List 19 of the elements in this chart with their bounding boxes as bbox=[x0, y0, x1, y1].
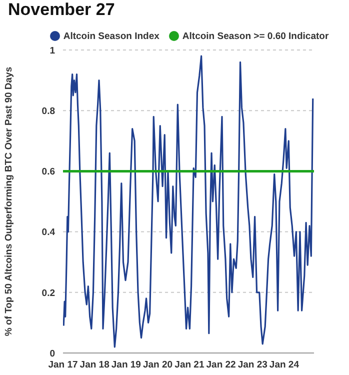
y-tick-label: 0.6 bbox=[42, 166, 55, 178]
y-tick-label: 0.4 bbox=[42, 227, 56, 238]
legend-label: Altcoin Season >= 0.60 Indicator bbox=[181, 30, 329, 42]
legend-label: Altcoin Season Index bbox=[62, 30, 160, 42]
y-tick-label: 1 bbox=[50, 45, 56, 56]
y-tick-label: 0 bbox=[50, 348, 55, 360]
x-tick-label: Jan 18 bbox=[80, 360, 110, 371]
y-axis-title: % of Top 50 Altcoins Outperforming BTC Over Past 90 Days bbox=[3, 66, 14, 336]
y-tick-label: 0.8 bbox=[42, 106, 55, 117]
x-tick-label: Jan 20 bbox=[142, 360, 173, 371]
x-tick-label: Jan 21 bbox=[174, 360, 205, 371]
x-tick-label: Jan 23 bbox=[238, 360, 268, 371]
y-tick-label: 0.2 bbox=[42, 288, 55, 299]
x-tick-label: Jan 19 bbox=[111, 360, 141, 371]
chart-title: November 27 bbox=[7, 0, 116, 20]
line-series bbox=[63, 55, 314, 348]
x-tick-label: Jan 17 bbox=[48, 360, 78, 371]
x-tick-label: Jan 24 bbox=[269, 360, 300, 371]
x-tick-label: Jan 22 bbox=[206, 360, 236, 371]
